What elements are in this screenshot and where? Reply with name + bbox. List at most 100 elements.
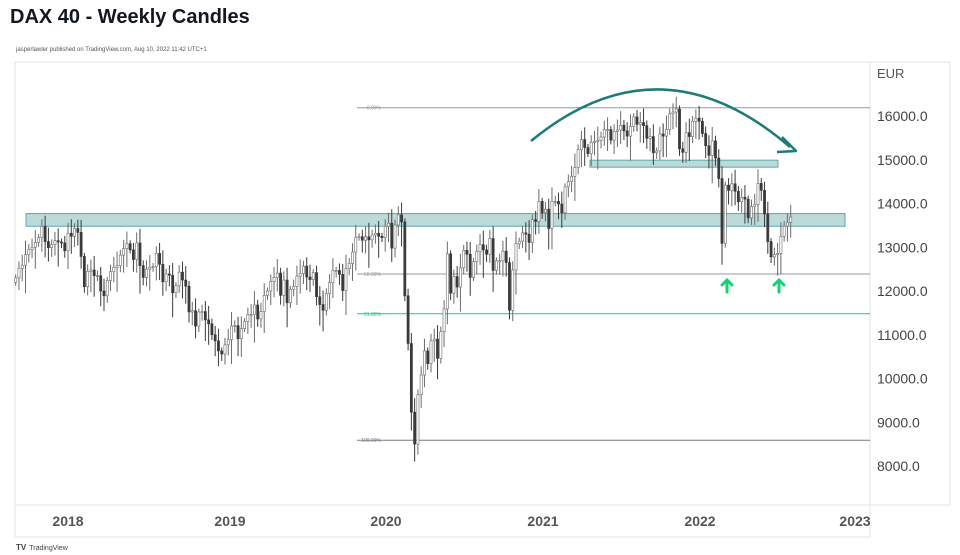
candle-body [560,203,564,213]
candle-body [377,232,381,237]
arc-arrowhead-icon [776,136,798,154]
candle-body [370,234,374,241]
candle-body [243,321,247,329]
candle-body [295,275,299,287]
candle-body [439,331,443,359]
candle-body [668,113,672,130]
candle-body [318,296,322,305]
candle-body [707,145,711,156]
candle-body [17,267,21,279]
candle-body [56,240,60,243]
candle-body [302,265,305,274]
candle-body [328,282,332,294]
candle-body [658,133,662,152]
candle-body [334,270,338,272]
candle-body [445,253,449,310]
candle-body [33,242,37,248]
candle-body [638,122,642,125]
candle-body [305,265,309,278]
publisher-credit: jasperlawler published on TradingView.co… [16,47,207,53]
candle-body [432,338,436,342]
candle-body [37,237,40,243]
price-tick-label: 9000.0 [877,414,920,430]
candle-body [586,147,590,154]
candle-body [508,262,511,311]
candle-body [665,129,668,137]
candle-body [730,183,734,191]
candle-body [622,124,626,132]
tradingview-logo: TV [16,543,27,552]
candle-body [691,120,694,137]
candle-body [190,310,194,313]
candle-body [118,254,122,266]
candle-body [256,304,260,320]
candle-body [750,206,753,219]
candle-body [383,225,387,238]
candle-body [285,279,289,304]
candle-body [723,184,727,244]
candle-body [226,339,230,346]
candle-body [69,232,73,237]
candle-body [50,244,54,248]
candle-body [710,140,714,156]
candle-body [14,277,18,283]
candle-body [655,150,659,154]
candle-body [141,265,145,278]
candle-body [697,117,701,122]
green-up-arrow-icon [720,277,734,294]
price-tick-label: 8000.0 [877,458,920,474]
candle-body [164,273,168,283]
candle-body [501,250,505,262]
candle-body [759,183,763,191]
candle-body [547,208,551,229]
candle-body [530,219,534,243]
candle-body [390,222,394,249]
candle-body [132,249,135,260]
candle-body [161,264,165,283]
candle-body [181,271,184,281]
price-tick-label: 13000.0 [877,239,928,255]
candle-body [210,323,214,336]
fib-label: 50.00% [364,272,382,278]
candle-body [125,243,129,249]
candle-body [220,350,224,355]
candle-body [733,183,737,192]
candle-body [331,270,335,283]
candle-body [249,314,253,316]
candle-body [589,141,593,154]
candle-body [629,126,632,137]
candle-body [782,225,786,237]
candle-body [275,272,279,278]
candle-body [171,274,175,294]
candle-body [24,254,27,266]
time-tick-label: 2020 [370,513,401,529]
time-tick-label: 2022 [684,513,715,529]
candle-body [455,276,459,288]
candle-body [537,201,541,222]
fib-label: 0.00% [367,106,382,112]
candle-body [756,183,760,205]
candle-body [678,108,681,150]
candle-body [27,249,31,255]
fib-label: 100.00% [361,438,381,444]
candle-body [148,267,152,270]
candle-body [563,186,567,213]
candle-body [566,181,570,188]
candle-body [380,236,384,238]
candle-body [82,256,86,287]
candle-body [521,232,524,242]
candle-body [671,111,675,115]
candle-body [292,286,296,290]
time-tick-label: 2021 [527,513,558,529]
candle-body [321,304,325,311]
candle-body [308,276,312,280]
candle-body [681,148,685,153]
candle-body [282,279,286,296]
rounding-top-arc [530,88,791,148]
candle-body [122,248,126,256]
candle-body [573,167,577,177]
candle-body [347,263,351,269]
candle-body [606,129,609,131]
candle-body [207,319,211,325]
